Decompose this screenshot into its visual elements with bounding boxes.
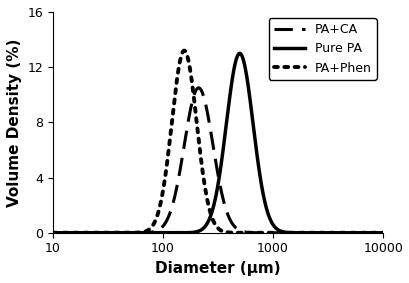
- Legend: PA+CA, Pure PA, PA+Phen: PA+CA, Pure PA, PA+Phen: [268, 18, 376, 80]
- PA+CA: [50, 231, 55, 235]
- PA+CA: [338, 231, 343, 235]
- Pure PA: [108, 231, 112, 235]
- PA+CA: [380, 231, 384, 235]
- PA+CA: [88, 231, 93, 235]
- Pure PA: [191, 231, 196, 234]
- Line: Pure PA: Pure PA: [53, 53, 382, 233]
- PA+Phen: [108, 231, 112, 235]
- Pure PA: [380, 231, 384, 235]
- PA+Phen: [191, 97, 196, 100]
- Line: PA+Phen: PA+Phen: [53, 51, 382, 233]
- Y-axis label: Volume Density (%): Volume Density (%): [7, 38, 22, 207]
- Pure PA: [237, 52, 242, 55]
- PA+CA: [373, 231, 378, 235]
- PA+CA: [196, 86, 200, 89]
- PA+Phen: [373, 231, 378, 235]
- PA+Phen: [182, 49, 187, 52]
- Pure PA: [177, 231, 182, 235]
- PA+Phen: [338, 231, 343, 235]
- PA+Phen: [88, 231, 93, 235]
- PA+Phen: [380, 231, 384, 235]
- Pure PA: [373, 231, 378, 235]
- PA+CA: [108, 231, 112, 235]
- PA+CA: [177, 171, 182, 175]
- PA+CA: [191, 94, 196, 97]
- PA+Phen: [50, 231, 55, 235]
- PA+Phen: [177, 61, 182, 65]
- Line: PA+CA: PA+CA: [53, 88, 382, 233]
- Pure PA: [338, 231, 343, 235]
- Pure PA: [50, 231, 55, 235]
- X-axis label: Diameter (μm): Diameter (μm): [155, 261, 280, 276]
- Pure PA: [88, 231, 93, 235]
